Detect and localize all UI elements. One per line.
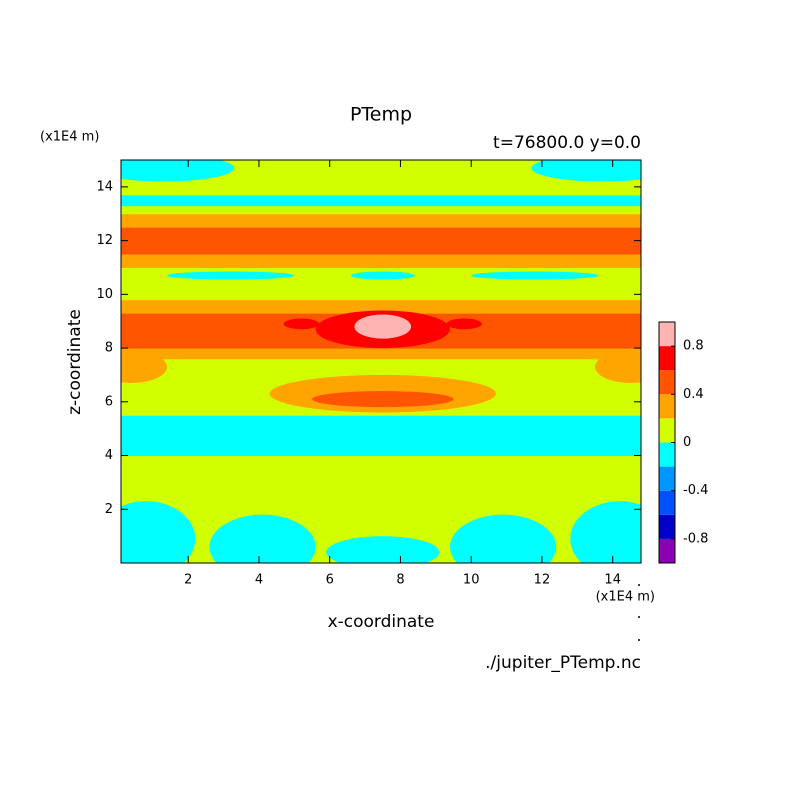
- y-tick-label: 4: [105, 448, 113, 463]
- contour-strip: [121, 227, 641, 255]
- dot: [638, 584, 640, 586]
- x-tick-label: 14: [604, 573, 621, 588]
- source-label: ./jupiter_PTemp.nc: [485, 653, 641, 673]
- colorbar-segment: [659, 394, 675, 419]
- contour-strip: [121, 194, 641, 207]
- colorbar-segment: [659, 442, 675, 467]
- contour-blob: [449, 514, 557, 563]
- contour-strip: [121, 358, 641, 381]
- colorbar-segment: [659, 346, 675, 371]
- colorbar-tick-label: 0.4: [683, 387, 704, 402]
- x-axis-label: x-coordinate: [328, 612, 435, 632]
- contour-blob: [326, 536, 440, 563]
- contour-field: [121, 160, 641, 563]
- x-tick-label: 10: [463, 573, 480, 588]
- contour-blob: [283, 318, 320, 330]
- x-unit: (x1E4 m): [596, 590, 655, 605]
- y-tick-label: 12: [96, 233, 113, 248]
- y-tick-label: 14: [96, 179, 113, 194]
- contour-blob: [209, 514, 316, 563]
- contour-blob: [595, 350, 641, 383]
- contour-blob: [570, 501, 641, 563]
- contour-strip: [121, 254, 641, 268]
- y-axis-label: z-coordinate: [65, 309, 85, 415]
- contour-strip: [121, 278, 641, 301]
- contour-strip: [121, 455, 641, 502]
- chart-subtitle: t=76800.0 y=0.0: [493, 133, 641, 153]
- dot: [638, 616, 640, 618]
- contour-blob: [446, 318, 482, 330]
- y-tick-label: 8: [105, 341, 113, 356]
- colorbar-tick-label: 0: [683, 435, 691, 450]
- colorbar-tick-label: -0.8: [683, 531, 708, 546]
- x-tick-label: 12: [534, 573, 551, 588]
- y-tick-label: 2: [105, 502, 113, 517]
- contour-blob: [354, 314, 412, 339]
- dot: [638, 639, 640, 641]
- contour-strip: [121, 299, 641, 314]
- colorbar-segment: [659, 490, 675, 515]
- contour-strip: [121, 213, 641, 228]
- contour-blob: [531, 160, 641, 182]
- colorbar-segment: [659, 322, 675, 347]
- colorbar-segment: [659, 538, 675, 563]
- contour-blob: [121, 350, 167, 383]
- y-unit: (x1E4 m): [40, 130, 99, 145]
- chart-title: PTemp: [350, 104, 412, 126]
- plot-frame: [120, 159, 642, 564]
- contour-blob: [471, 271, 599, 280]
- contour-blob: [166, 271, 295, 280]
- x-tick-label: 8: [396, 573, 404, 588]
- contour-blob: [350, 271, 415, 280]
- colorbar-segment: [659, 418, 675, 443]
- contour-strip: [121, 160, 641, 180]
- colorbar-segment: [659, 466, 675, 491]
- contour-blob: [312, 391, 454, 408]
- colorbar-segment: [659, 370, 675, 395]
- y-tick-label: 6: [105, 394, 113, 409]
- contour-blob: [121, 501, 196, 563]
- contour-strip: [121, 415, 641, 457]
- contour-strip: [121, 205, 641, 215]
- contour-strip: [121, 348, 641, 360]
- x-tick-label: 4: [255, 573, 263, 588]
- x-tick-label: 6: [326, 573, 334, 588]
- contour-blob: [121, 160, 235, 182]
- colorbar-tick-label: -0.4: [683, 483, 708, 498]
- y-tick-label: 10: [96, 287, 113, 302]
- x-tick-label: 2: [184, 573, 192, 588]
- colorbar-segment: [659, 514, 675, 539]
- colorbar-tick-label: 0.8: [683, 339, 704, 354]
- contour-strip: [121, 178, 641, 196]
